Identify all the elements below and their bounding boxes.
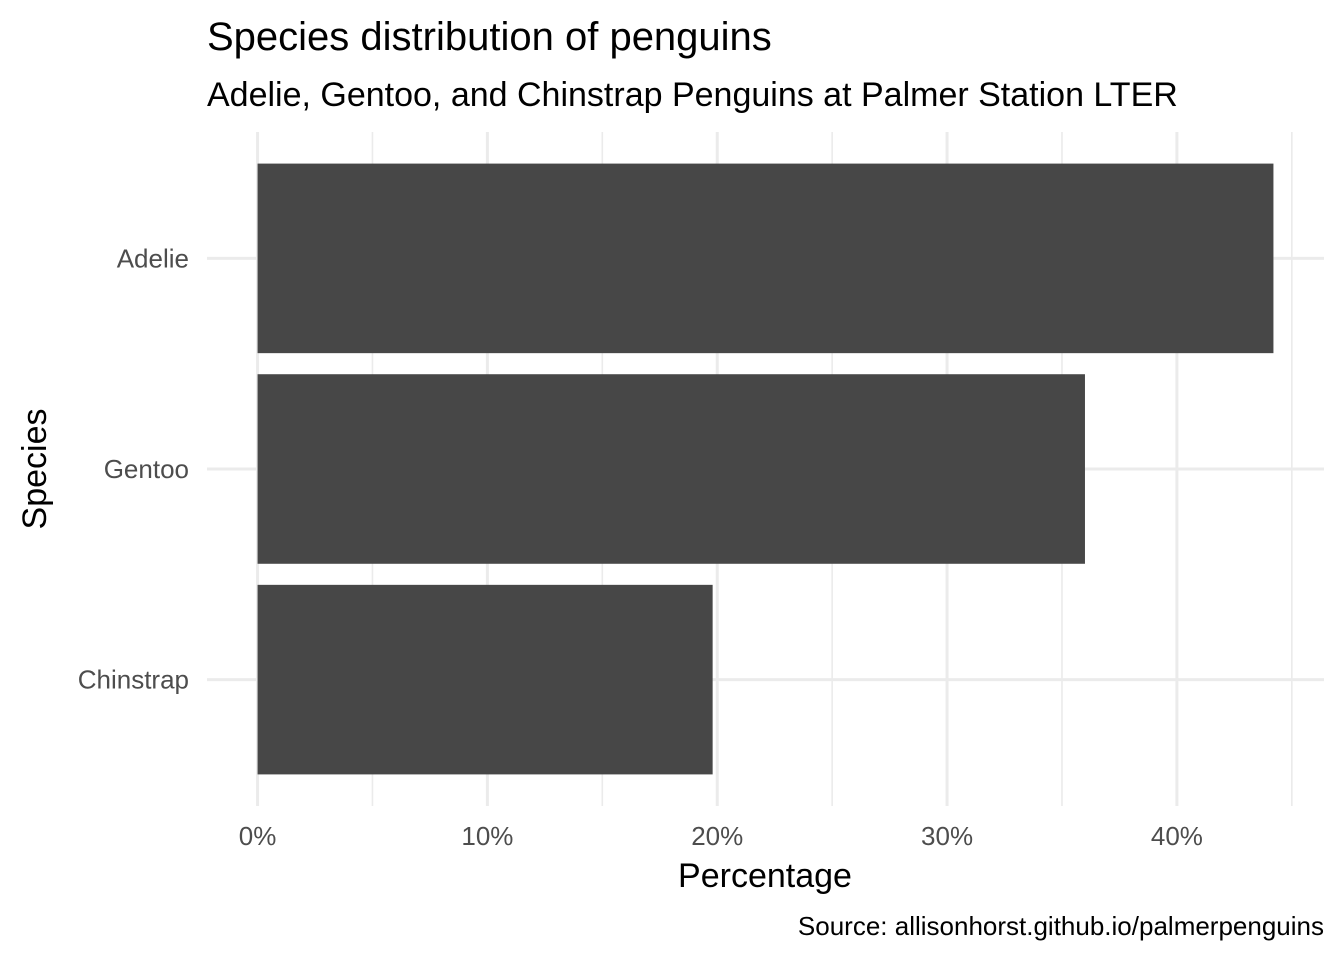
y-tick-label: Adelie [117,243,189,273]
x-tick-label: 40% [1151,821,1203,851]
y-axis-title: Species [16,409,54,530]
bars [257,163,1274,775]
chart-caption: Source: allisonhorst.github.io/palmerpen… [798,911,1324,941]
x-axis-title: Percentage [678,857,852,895]
bar-gentoo [257,374,1085,564]
x-tick-label: 10% [461,821,513,851]
x-tick-labels: 0% 10% 20% 30% 40% [239,821,1203,851]
x-tick-label: 30% [921,821,973,851]
bar-chinstrap [257,584,713,775]
y-tick-label: Gentoo [104,454,189,484]
bar-adelie [257,163,1274,354]
chart-title: Species distribution of penguins [207,15,772,59]
y-tick-label: Chinstrap [78,665,189,695]
x-tick-label: 20% [691,821,743,851]
y-tick-labels: Adelie Gentoo Chinstrap [78,243,189,694]
chart-subtitle: Adelie, Gentoo, and Chinstrap Penguins a… [207,76,1178,114]
x-tick-label: 0% [239,821,277,851]
